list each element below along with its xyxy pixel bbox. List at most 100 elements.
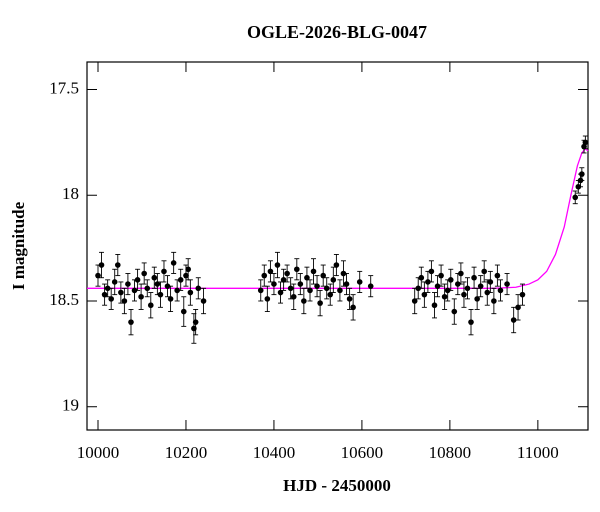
x-axis-label: HJD - 2450000 — [283, 476, 391, 495]
data-point — [367, 283, 374, 289]
data-point — [131, 287, 138, 294]
data-point — [274, 262, 281, 268]
data-point — [461, 291, 467, 298]
data-point — [167, 296, 174, 302]
data-point — [310, 268, 317, 275]
data-point — [118, 289, 124, 296]
data-point — [174, 287, 180, 294]
data-point — [471, 274, 477, 281]
data-point — [515, 304, 521, 311]
data-point — [183, 272, 189, 279]
data-point — [481, 268, 487, 275]
data-point — [337, 287, 343, 294]
data-point — [494, 272, 501, 279]
data-point — [441, 293, 448, 300]
data-point — [487, 279, 494, 285]
data-point — [356, 279, 363, 285]
data-point — [491, 298, 497, 304]
data-point — [280, 277, 287, 283]
plot-frame — [86, 61, 589, 431]
data-point — [134, 277, 141, 283]
data-point — [415, 285, 422, 292]
x-tick-label: 10400 — [253, 443, 296, 462]
data-point — [187, 289, 194, 296]
data-point — [477, 283, 484, 289]
data-point — [284, 270, 290, 277]
x-tick-label: 11000 — [517, 443, 559, 462]
data-point — [261, 272, 268, 279]
data-point — [170, 260, 177, 266]
data-point — [257, 287, 264, 294]
data-point — [343, 281, 350, 287]
data-point — [340, 270, 347, 277]
data-point — [151, 274, 158, 281]
data-point — [138, 293, 144, 300]
data-point — [294, 266, 300, 273]
data-point — [458, 270, 464, 277]
data-point — [510, 317, 517, 323]
data-point — [411, 298, 418, 304]
data-point — [346, 296, 353, 302]
y-tick-label: 18 — [62, 184, 79, 203]
data-point — [323, 285, 330, 292]
data-point — [104, 285, 111, 292]
data-point — [108, 296, 114, 302]
data-point — [200, 298, 207, 304]
data-point — [468, 319, 474, 325]
data-point — [125, 281, 131, 287]
data-point — [267, 268, 274, 275]
data-point — [451, 308, 458, 315]
y-tick-label: 18.5 — [49, 290, 79, 309]
data-point — [317, 300, 323, 306]
y-tick-label: 19 — [62, 396, 79, 415]
data-point — [98, 262, 105, 268]
data-point — [572, 194, 579, 201]
data-point — [438, 272, 444, 279]
x-tick-label: 10200 — [165, 443, 208, 462]
data-point — [444, 287, 451, 294]
y-axis-label: I magnitude — [9, 201, 28, 290]
data-point — [304, 274, 310, 281]
data-point — [455, 281, 461, 287]
data-point — [425, 279, 431, 285]
data-point — [111, 279, 118, 285]
data-point — [582, 139, 589, 146]
data-point — [192, 319, 199, 325]
data-point — [301, 298, 307, 304]
data-point — [147, 302, 154, 309]
data-point — [128, 319, 134, 325]
x-tick-label: 10000 — [77, 443, 120, 462]
data-point — [180, 308, 187, 315]
x-tick-label: 10600 — [341, 443, 384, 462]
data-point — [484, 289, 491, 296]
data-point — [327, 291, 334, 298]
data-point — [320, 272, 327, 279]
data-point — [464, 285, 471, 292]
data-point — [314, 283, 320, 289]
y-tick-label: 17.5 — [49, 78, 79, 97]
data-point — [177, 277, 184, 283]
data-point — [121, 298, 128, 304]
data-point — [164, 283, 171, 289]
chart-title: OGLE-2026-BLG-0047 — [247, 22, 427, 42]
data-point — [350, 304, 356, 311]
data-point — [497, 287, 504, 294]
data-point — [185, 266, 191, 273]
data-point — [447, 277, 454, 283]
data-point — [504, 281, 510, 287]
data-point — [579, 171, 585, 177]
data-point — [95, 272, 101, 279]
data-point — [271, 281, 277, 287]
data-point — [287, 285, 294, 292]
data-point — [195, 285, 202, 292]
data-point — [428, 268, 435, 275]
data-point — [157, 291, 164, 298]
data-point — [330, 277, 337, 283]
data-point — [141, 270, 147, 277]
data-point — [277, 289, 284, 296]
data-point — [101, 291, 108, 298]
data-point — [144, 285, 151, 292]
data-point — [333, 262, 340, 268]
data-point — [421, 291, 428, 298]
